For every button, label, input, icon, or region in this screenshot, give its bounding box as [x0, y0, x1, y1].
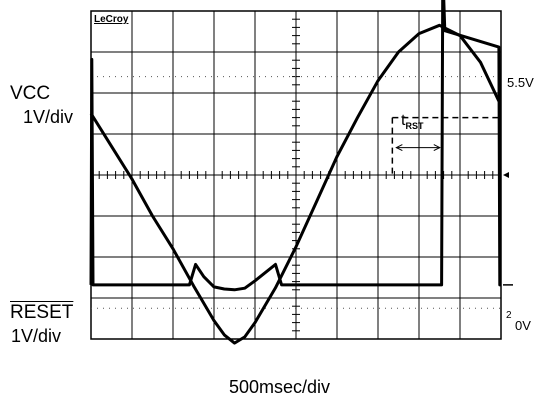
- trst-annotation: [391, 116, 501, 175]
- chart-traces: [89, 0, 502, 345]
- time-scale-label: 500msec/div: [229, 377, 331, 397]
- reset-trace: [89, 0, 502, 292]
- trst-arrowhead-right: [433, 144, 441, 152]
- brand-logo: LeCroy: [94, 14, 129, 25]
- trst-main: t: [401, 112, 406, 129]
- reset-scale-label: 1V/div: [11, 326, 62, 346]
- vcc-label: VCC: [10, 83, 51, 104]
- level-zero-label: 0V: [515, 318, 531, 333]
- chart-grid: [90, 10, 513, 340]
- reset-label: RESET: [10, 302, 74, 323]
- vcc-trace: [89, 23, 501, 345]
- vcc-scale-label: 1V/div: [23, 107, 74, 127]
- trigger-marker: [503, 172, 509, 178]
- trst-sub: RST: [405, 121, 424, 132]
- trst-arrowhead-left: [395, 144, 403, 152]
- marker-2-label: 2: [506, 310, 512, 321]
- trst-label: tRST: [401, 112, 423, 131]
- level-high-label: 5.5V: [507, 75, 534, 90]
